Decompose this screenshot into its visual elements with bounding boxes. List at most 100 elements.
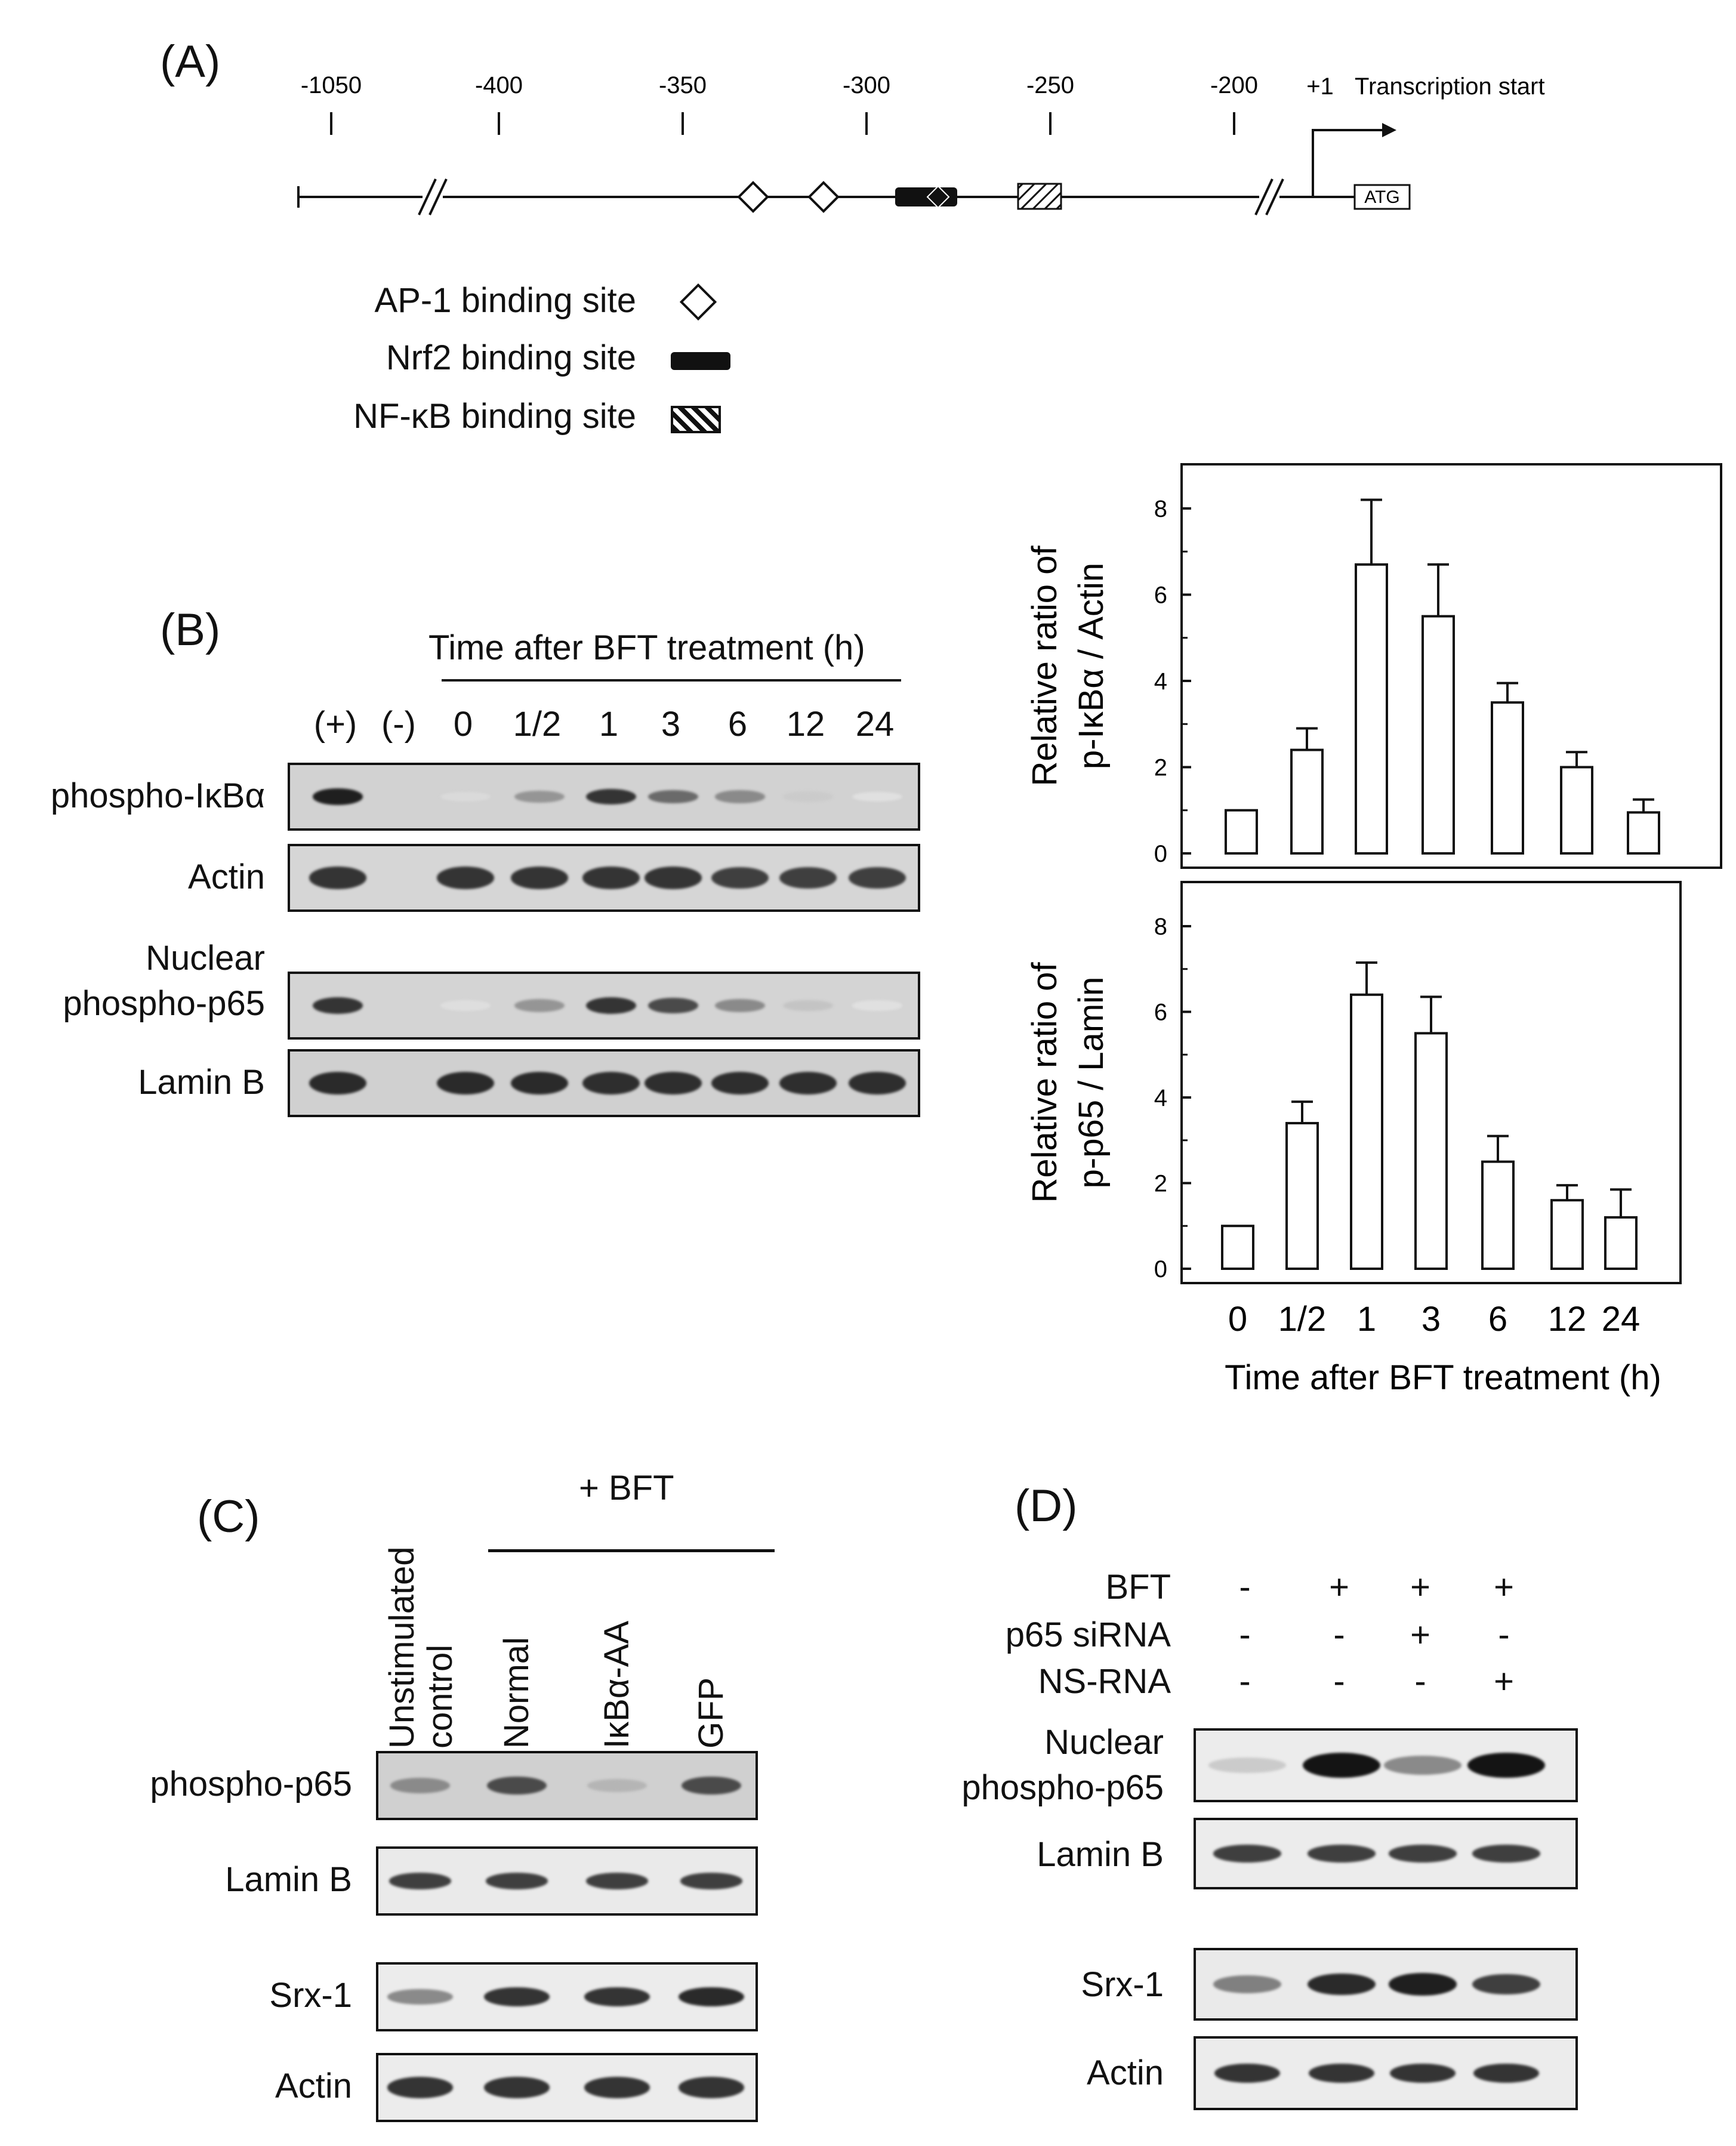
blot-band xyxy=(587,1778,647,1793)
blot-panel-d-3 xyxy=(1194,2036,1578,2110)
lane-label: (-) xyxy=(381,705,416,744)
tss-plus1-label: +1 xyxy=(1306,73,1334,100)
x-axis-label: Time after BFT treatment (h) xyxy=(1225,1358,1661,1397)
blot-panel-d-1 xyxy=(1194,1818,1578,1889)
blot-band xyxy=(852,791,902,801)
blot-band xyxy=(1472,1974,1540,1995)
lane-label: 12 xyxy=(786,705,825,744)
blot-band xyxy=(1208,1758,1286,1773)
blot-band xyxy=(711,867,769,889)
y-tick-label: 8 xyxy=(1154,496,1167,522)
blot-band xyxy=(584,1987,650,2006)
bar xyxy=(1285,1122,1319,1271)
ap1-site-diamond-icon xyxy=(737,181,769,213)
blot-band xyxy=(440,1000,491,1011)
blot-label: phospho-p65 xyxy=(961,1768,1164,1807)
position-tick-label: -300 xyxy=(843,72,890,98)
black-bar-icon xyxy=(671,352,730,370)
condition-value: + xyxy=(1410,1615,1430,1654)
blot-label: Lamin B xyxy=(1037,1835,1164,1874)
y-axis-label: p-p65 / Lamin xyxy=(1072,977,1111,1189)
blot-band xyxy=(849,867,906,889)
condition-value: + xyxy=(1494,1568,1514,1607)
blot-band xyxy=(1472,1845,1540,1863)
condition-value: - xyxy=(1414,1662,1426,1701)
blot-band xyxy=(484,2077,550,2098)
condition-value: + xyxy=(1494,1662,1514,1701)
blot-band xyxy=(715,790,765,803)
bar xyxy=(1627,811,1660,855)
blot-band xyxy=(715,998,765,1013)
panel-b-label: (B) xyxy=(160,605,221,655)
lane-label: 0 xyxy=(453,705,473,744)
condition-value: + xyxy=(1329,1568,1349,1607)
blot-band xyxy=(582,867,640,889)
blot-band xyxy=(389,1873,451,1889)
blot-band xyxy=(682,1776,741,1795)
condition-value: - xyxy=(1239,1568,1251,1607)
lane-label: Normal xyxy=(497,1637,536,1749)
blot-panel-b-0 xyxy=(288,763,920,831)
blot-panel-c-2 xyxy=(376,1962,758,2031)
panel-d-label: (D) xyxy=(1015,1481,1078,1531)
bar xyxy=(1491,701,1524,855)
blot-label: Lamin B xyxy=(225,1860,352,1899)
blot-band xyxy=(309,1071,366,1095)
bar xyxy=(1355,563,1388,855)
condition-value: - xyxy=(1498,1615,1510,1654)
blot-band xyxy=(437,1071,494,1095)
blot-band xyxy=(648,997,698,1014)
x-tick-label: 1/2 xyxy=(1278,1300,1327,1339)
blot-band xyxy=(514,999,565,1012)
blot-band xyxy=(313,788,363,805)
y-tick-label: 4 xyxy=(1154,1085,1167,1111)
blot-band xyxy=(680,1873,742,1889)
lane-label: 3 xyxy=(661,705,681,744)
chart-0: 0 2 4 6 8 Relative ratio of p-IκBα / Actin xyxy=(1025,463,1722,869)
break-mark-right-2 xyxy=(1265,178,1284,215)
blot-band xyxy=(586,788,636,805)
blot-band xyxy=(783,791,833,802)
x-tick-label: 6 xyxy=(1488,1300,1507,1339)
promoter-map: -1050 -400 -350 -300 -250 -200 ATG +1 Transcr… xyxy=(297,72,1545,215)
condition-name: BFT xyxy=(1105,1568,1171,1607)
y-axis-label: Relative ratio of xyxy=(1025,545,1064,787)
legend-text: AP-1 binding site xyxy=(374,281,636,320)
panel-a-label: (A) xyxy=(160,36,221,87)
bar xyxy=(1414,1032,1448,1270)
lane-label: control xyxy=(421,1644,460,1749)
lane-label: 24 xyxy=(855,705,895,744)
y-tick-label: 4 xyxy=(1154,668,1167,695)
blot-band xyxy=(484,1987,550,2006)
legend-text: NF-κB binding site xyxy=(353,397,636,436)
blot-band xyxy=(487,1776,547,1795)
blot-band xyxy=(390,1778,450,1793)
lane-label: IκBα-AA xyxy=(597,1620,636,1749)
blot-band xyxy=(387,1989,453,2005)
nfkb-site-hatched-icon xyxy=(1017,183,1062,210)
blot-band xyxy=(1303,1753,1380,1778)
blot-label: Nuclear xyxy=(146,939,265,978)
chart-frame xyxy=(1180,881,1682,1284)
lane-label: 6 xyxy=(727,705,748,744)
blot-band xyxy=(1213,1975,1281,1993)
promoter-position-ticks: -1050 -400 -350 -300 -250 -200 xyxy=(301,72,1258,135)
blot-band xyxy=(1384,1756,1461,1775)
bar xyxy=(1290,748,1324,855)
blot-band xyxy=(440,791,491,802)
condition-value: - xyxy=(1239,1615,1251,1654)
break-mark-right-1 xyxy=(1254,178,1274,215)
panel-c-group-rule xyxy=(488,1549,775,1552)
x-tick-label: 12 xyxy=(1548,1300,1587,1339)
bar xyxy=(1422,615,1455,855)
blot-band xyxy=(511,1071,568,1095)
chart-frame xyxy=(1180,463,1722,869)
blot-band xyxy=(852,1000,902,1011)
blot-band xyxy=(645,867,702,889)
blot-band xyxy=(387,2077,453,2098)
position-tick-label: -350 xyxy=(659,72,707,98)
hatched-box-icon xyxy=(671,406,721,433)
blot-band xyxy=(511,867,568,889)
